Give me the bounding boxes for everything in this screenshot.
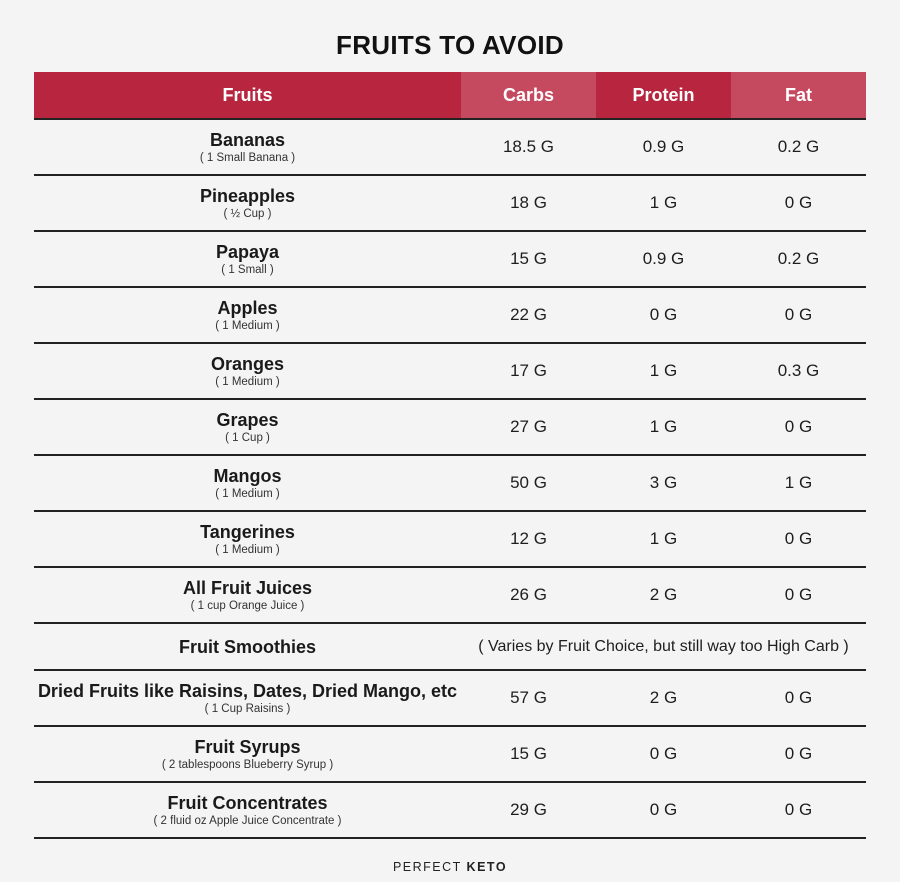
serving-size: ( 2 fluid oz Apple Juice Concentrate ) [153,814,342,827]
protein-value: 1 G [649,361,678,380]
fat-value: 0 G [784,744,813,763]
fruit-cell: Tangerines( 1 Medium ) [34,512,461,566]
fruit-name: Dried Fruits like Raisins, Dates, Dried … [37,680,458,701]
protein-value: 1 G [649,193,678,212]
fruit-cell: Dried Fruits like Raisins, Dates, Dried … [34,671,461,725]
fruit-cell: Papaya( 1 Small ) [34,232,461,286]
fruit-cell: Fruit Syrups( 2 tablespoons Blueberry Sy… [34,727,461,781]
fat-value: 0.3 G [777,361,820,380]
fat-value: 0 G [784,585,813,604]
serving-size: ( 1 Cup ) [225,431,270,444]
fruit-name: Apples [217,297,278,318]
carbs-value: 29 G [510,800,547,819]
fruit-cell: Fruit Concentrates( 2 fluid oz Apple Jui… [34,783,461,837]
header-fruits: Fruits [34,72,461,118]
header-carbs: Carbs [461,72,596,118]
fruit-name: Bananas [209,129,286,150]
carbs-value: 15 G [510,744,547,763]
table-header: Fruits Carbs Protein Fat [34,72,866,118]
fruit-name: Tangerines [200,521,295,542]
table-row: Papaya( 1 Small ) 15 G 0.9 G 0.2 G [34,230,866,286]
fruit-cell: Bananas( 1 Small Banana ) [34,120,461,174]
fruit-cell: Oranges( 1 Medium ) [34,344,461,398]
nutrition-table: Fruits Carbs Protein Fat Bananas( 1 Smal… [34,72,866,839]
fruit-name: Oranges [210,353,285,374]
protein-value: 3 G [649,473,678,492]
fruit-name: Papaya [215,241,280,262]
table-row: Mangos( 1 Medium ) 50 G 3 G 1 G [34,454,866,510]
fat-value: 0 G [784,800,813,819]
carbs-value: 57 G [510,688,547,707]
page-title: FRUITS TO AVOID [336,30,564,60]
serving-size: ( 1 Small ) [221,263,274,276]
fat-value: 0 G [784,688,813,707]
carbs-value: 50 G [510,473,547,492]
fruit-cell: Fruit Smoothies [34,624,461,669]
table-row: All Fruit Juices( 1 cup Orange Juice ) 26… [34,566,866,622]
carbs-value: 17 G [510,361,547,380]
table-row: Fruit Concentrates( 2 fluid oz Apple Jui… [34,781,866,839]
carbs-value: 27 G [510,417,547,436]
fruit-name: Fruit Syrups [194,736,301,757]
protein-value: 0.9 G [642,137,685,156]
protein-value: 2 G [649,688,678,707]
serving-size: ( 1 cup Orange Juice ) [190,599,305,612]
fruit-name: All Fruit Juices [182,577,313,598]
table-row: Oranges( 1 Medium ) 17 G 1 G 0.3 G [34,342,866,398]
serving-size: ( 1 Medium ) [215,487,280,500]
table-row: Dried Fruits like Raisins, Dates, Dried … [34,669,866,725]
brand-logo: PERFECT KETO [0,860,900,874]
table-row: Apples( 1 Medium ) 22 G 0 G 0 G [34,286,866,342]
serving-size: ( 1 Cup Raisins ) [204,702,291,715]
header-protein: Protein [596,72,731,118]
table-row: Grapes( 1 Cup ) 27 G 1 G 0 G [34,398,866,454]
table-body: Bananas( 1 Small Banana ) 18.5 G 0.9 G 0.2 … [34,118,866,839]
fruit-cell: Pineapples( ½ Cup ) [34,176,461,230]
serving-size: ( 1 Medium ) [215,319,280,332]
fruit-name: Fruit Smoothies [178,636,316,657]
protein-value: 1 G [649,529,678,548]
serving-size: ( 1 Medium ) [215,375,280,388]
fat-value: 1 G [784,473,813,492]
protein-value: 2 G [649,585,678,604]
fat-value: 0 G [784,417,813,436]
table-row: Tangerines( 1 Medium ) 12 G 1 G 0 G [34,510,866,566]
protein-value: 0 G [649,305,678,324]
fruit-name: Grapes [216,409,279,430]
serving-size: ( 1 Medium ) [215,543,280,556]
carbs-value: 12 G [510,529,547,548]
protein-value: 1 G [649,417,678,436]
fat-value: 0 G [784,193,813,212]
brand-suffix: KETO [466,860,508,874]
table-row: Fruit Syrups( 2 tablespoons Blueberry Sy… [34,725,866,781]
fruit-cell: All Fruit Juices( 1 cup Orange Juice ) [34,568,461,622]
protein-value: 0.9 G [642,249,685,268]
carbs-value: 18 G [510,193,547,212]
fat-value: 0 G [784,529,813,548]
protein-value: 0 G [649,800,678,819]
fruit-name: Pineapples [199,185,296,206]
table-row: Pineapples( ½ Cup ) 18 G 1 G 0 G [34,174,866,230]
fruit-name: Fruit Concentrates [167,792,328,813]
carbs-value: 15 G [510,249,547,268]
fruit-cell: Mangos( 1 Medium ) [34,456,461,510]
fruit-cell: Apples( 1 Medium ) [34,288,461,342]
carbs-value: 22 G [510,305,547,324]
serving-size: ( 2 tablespoons Blueberry Syrup ) [161,758,334,771]
table-row: Bananas( 1 Small Banana ) 18.5 G 0.9 G 0.2 … [34,118,866,174]
row-note: ( Varies by Fruit Choice, but still way … [478,637,849,655]
header-fat: Fat [731,72,866,118]
fruit-cell: Grapes( 1 Cup ) [34,400,461,454]
fat-value: 0.2 G [777,249,820,268]
carbs-value: 18.5 G [502,137,555,156]
fat-value: 0 G [784,305,813,324]
brand-prefix: PERFECT [392,860,462,874]
table-row: Fruit Smoothies ( Varies by Fruit Choice,… [34,622,866,669]
serving-size: ( ½ Cup ) [223,207,272,220]
carbs-value: 26 G [510,585,547,604]
serving-size: ( 1 Small Banana ) [199,151,296,164]
fruit-name: Mangos [213,465,282,486]
fat-value: 0.2 G [777,137,820,156]
protein-value: 0 G [649,744,678,763]
